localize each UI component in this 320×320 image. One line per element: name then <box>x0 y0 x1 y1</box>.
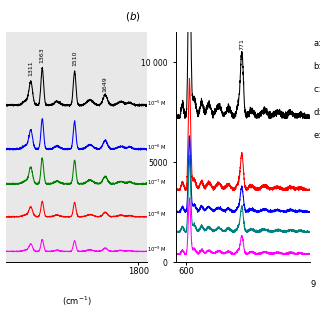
Text: c:: c: <box>313 85 320 94</box>
Text: $10^{-8}$ M: $10^{-8}$ M <box>147 210 167 219</box>
Text: $10^{-9}$ M: $10^{-9}$ M <box>147 245 167 254</box>
Text: a:: a: <box>313 39 320 48</box>
Text: d:: d: <box>313 108 320 117</box>
Text: b:: b: <box>313 62 320 71</box>
Text: 1649: 1649 <box>103 76 108 92</box>
Text: $(b)$: $(b)$ <box>125 10 141 23</box>
Text: (cm$^{-1}$): (cm$^{-1}$) <box>62 295 92 308</box>
Text: 1510: 1510 <box>72 51 77 67</box>
Text: 1363: 1363 <box>40 47 45 63</box>
Text: 1311: 1311 <box>28 61 33 76</box>
Text: 771: 771 <box>239 38 244 50</box>
Text: e:: e: <box>313 131 320 140</box>
Text: 9: 9 <box>310 280 316 289</box>
Text: $10^{-7}$ M: $10^{-7}$ M <box>147 178 167 187</box>
Text: $10^{-6}$ M: $10^{-6}$ M <box>147 143 167 152</box>
Text: $10^{-5}$ M: $10^{-5}$ M <box>147 99 167 108</box>
